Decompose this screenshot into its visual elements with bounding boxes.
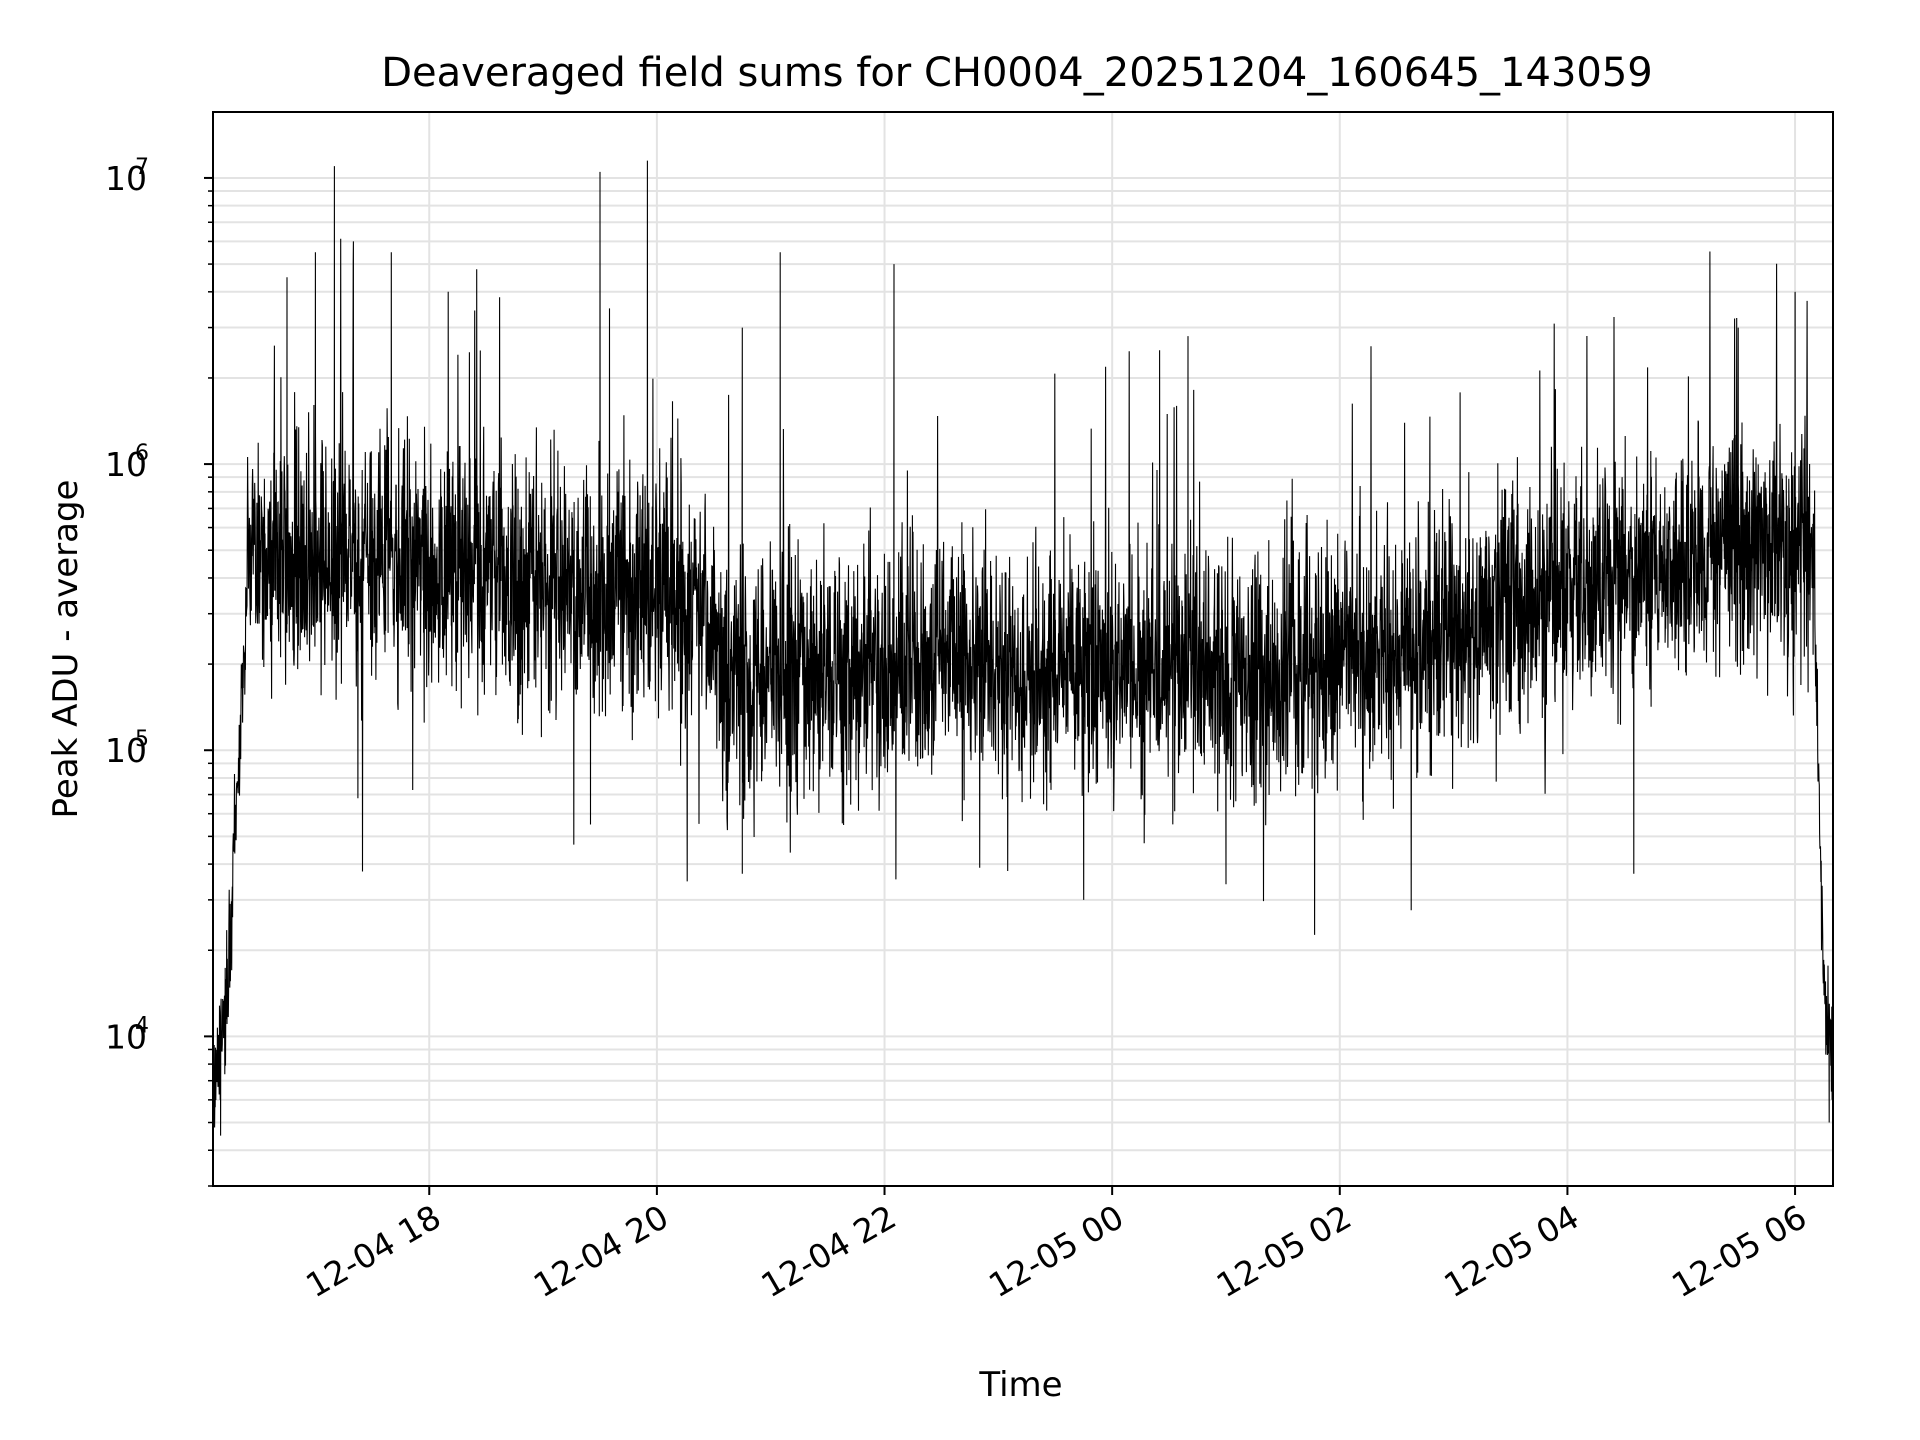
series-group [212,160,1834,1136]
x-axis: 12-04 18 12-04 20 12-04 22 12-05 00 12-05 02… [299,1186,1813,1305]
y-tick-exponent: 5 [135,727,149,752]
y-tick-label: 10 [105,159,147,198]
chart-title: Deaveraged field sums for CH0004_2025120… [381,50,1653,96]
y-tick-exponent: 7 [135,155,149,180]
y-tick-label: 10 [105,731,147,770]
y-tick-label: 10 [105,1017,147,1056]
x-tick-label: 12-05 06 [1665,1197,1813,1305]
x-tick-label: 12-05 00 [982,1197,1130,1305]
plot-frame [212,111,1834,1187]
x-axis-label: Time [978,1365,1062,1405]
series-line [212,160,1834,1136]
y-tick-exponent: 4 [135,1013,149,1038]
x-tick-label: 12-04 22 [755,1197,903,1305]
x-tick-label: 12-05 02 [1210,1197,1358,1305]
y-tick-exponent: 6 [135,441,149,466]
x-tick-label: 12-04 18 [299,1197,447,1305]
x-tick-label: 12-04 20 [527,1197,675,1305]
y-axis-label: Peak ADU - average [46,480,86,819]
x-tick-label: 12-05 04 [1437,1197,1585,1305]
y-tick-label: 10 [105,445,147,484]
grid [213,112,1833,1187]
